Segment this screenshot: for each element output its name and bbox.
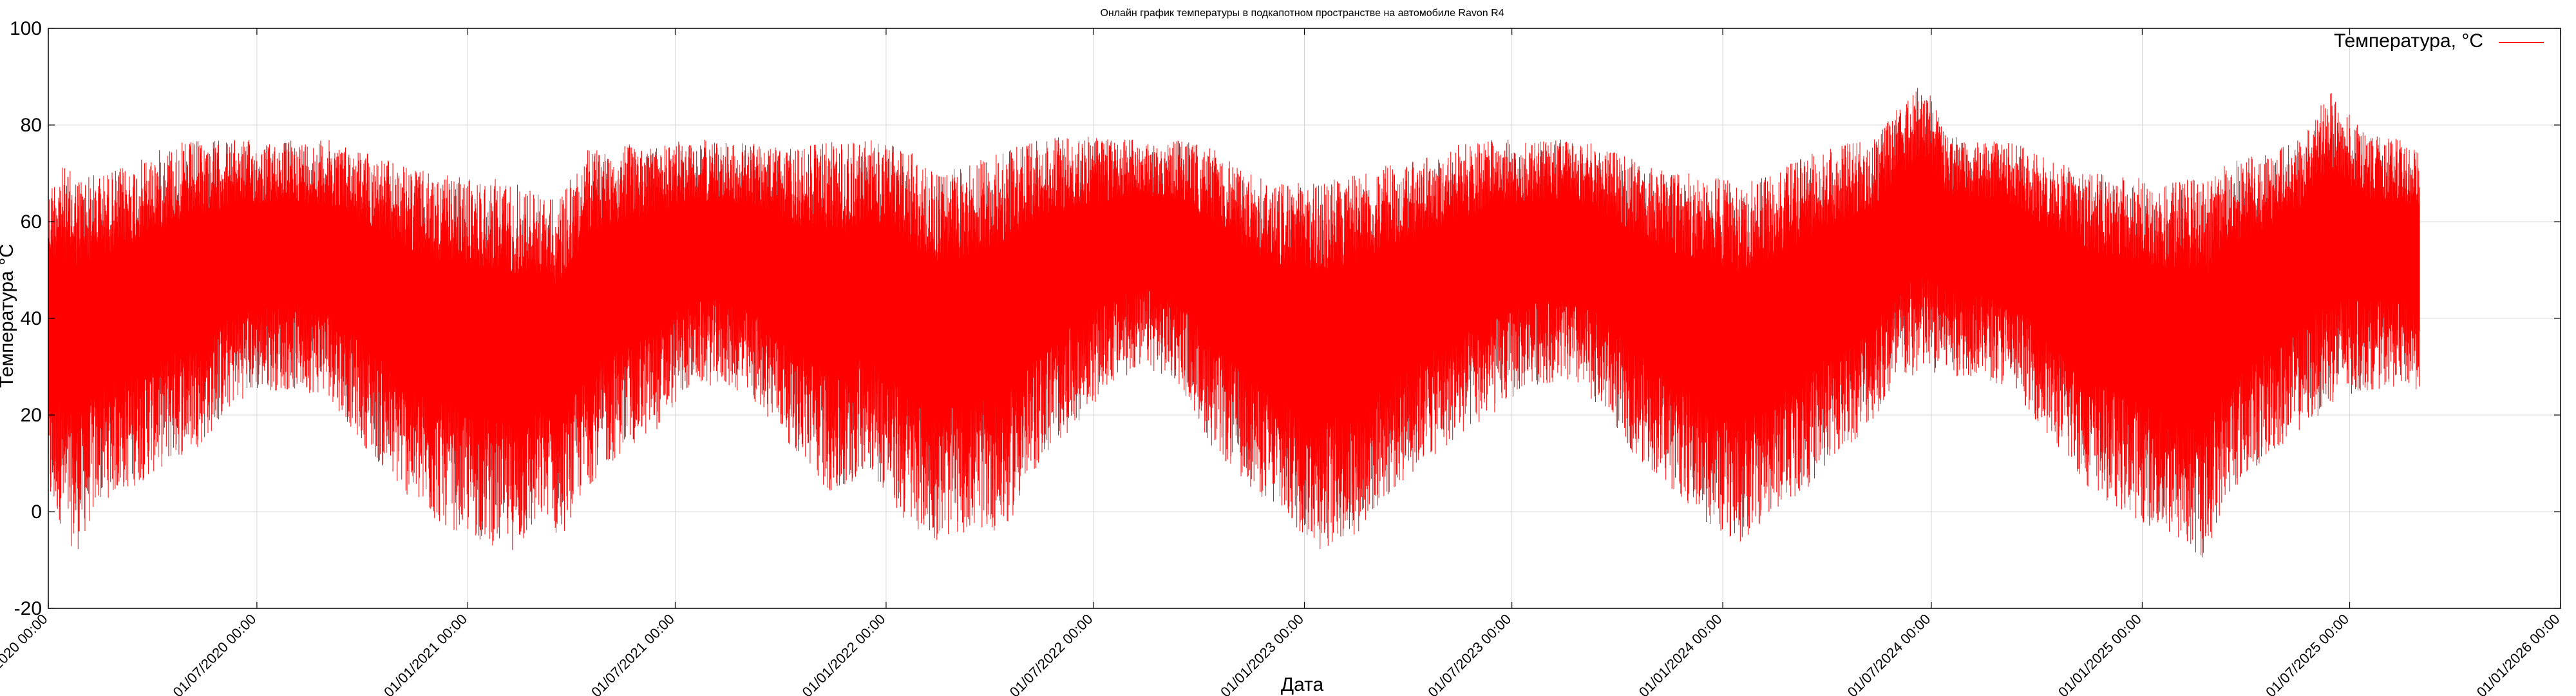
y-tick-label: 20 bbox=[21, 405, 42, 426]
legend-label: Температура, °C bbox=[2334, 30, 2483, 52]
y-tick-label: -20 bbox=[14, 598, 42, 619]
y-tick-label: 80 bbox=[21, 115, 42, 136]
x-axis-label: Дата bbox=[1281, 674, 1324, 695]
y-tick-label: 100 bbox=[10, 18, 42, 39]
chart-title: Онлайн график температуры в подкапотном … bbox=[1100, 8, 1504, 19]
y-tick-label: 60 bbox=[21, 211, 42, 233]
y-axis-ticks: -20 0 20 40 60 80 100 bbox=[10, 18, 2561, 619]
legend: Температура, °C bbox=[2334, 30, 2544, 52]
temperature-trace bbox=[48, 88, 2420, 557]
temperature-series-line bbox=[48, 88, 2420, 557]
y-axis-label: Температура °C bbox=[0, 244, 17, 388]
y-tick-label: 40 bbox=[21, 308, 42, 329]
y-tick-label: 0 bbox=[31, 501, 42, 523]
